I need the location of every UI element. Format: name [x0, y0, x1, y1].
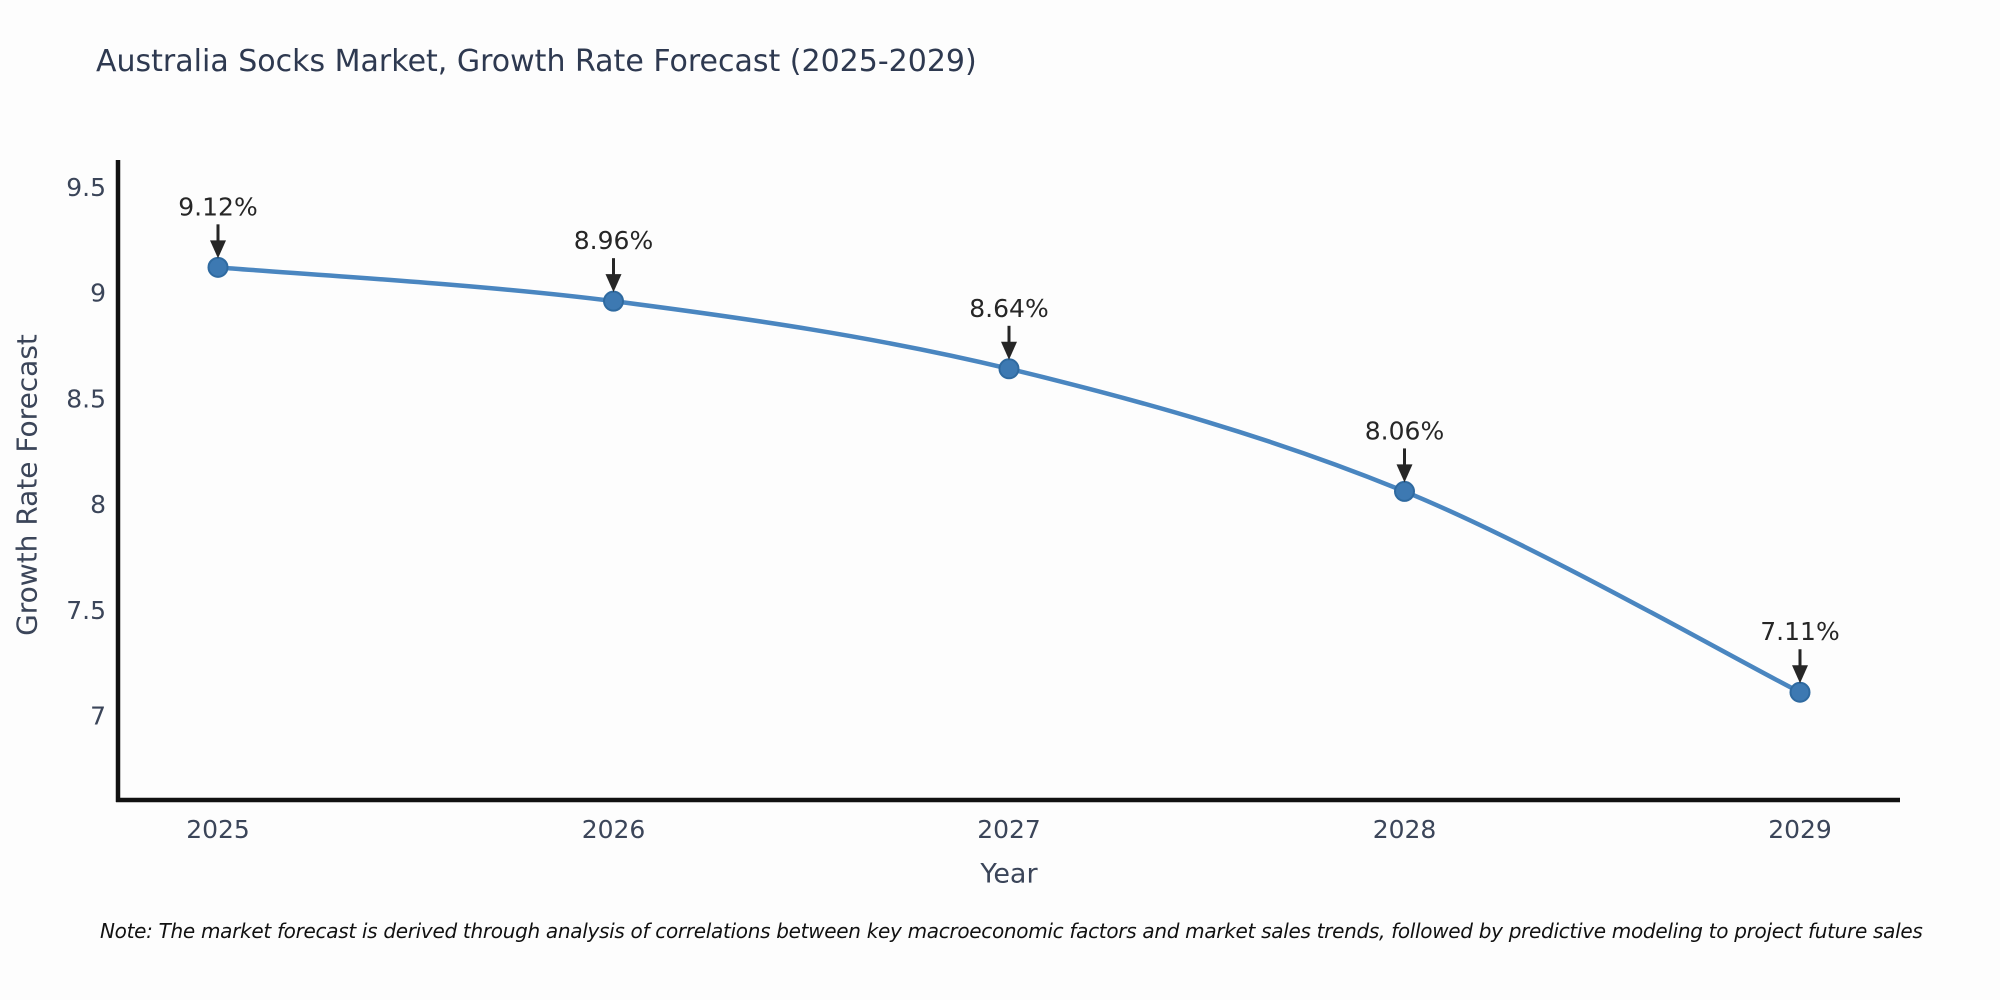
y-tick-label: 7.5	[66, 596, 106, 625]
y-tick-label: 8	[90, 490, 106, 519]
data-point-2028	[1394, 480, 1415, 502]
data-point-2025	[207, 256, 229, 278]
x-tick-label: 2029	[1768, 815, 1832, 844]
data-point-label: 9.12%	[178, 192, 257, 221]
annotation-arrowhead-icon	[1396, 464, 1413, 483]
data-point-label: 8.96%	[574, 226, 653, 255]
footnote: Note: The market forecast is derived thr…	[100, 919, 1923, 943]
y-axis-label: Growth Rate Forecast	[10, 334, 44, 636]
y-tick-label: 9	[90, 279, 106, 308]
x-tick-label: 2028	[1373, 815, 1437, 844]
y-tick-label: 8.5	[66, 384, 106, 413]
annotation-arrowhead-icon	[1792, 665, 1808, 684]
data-point-2026	[603, 290, 624, 312]
data-point-2027	[998, 358, 1020, 380]
data-point-label: 7.11%	[1760, 617, 1839, 646]
annotation-arrowhead-icon	[210, 240, 226, 259]
data-point-label: 8.06%	[1365, 416, 1444, 445]
data-point-2029	[1789, 681, 1811, 703]
y-tick-label: 7	[90, 702, 106, 731]
x-tick-label: 2026	[582, 815, 646, 844]
x-tick-label: 2027	[977, 815, 1041, 844]
chart-title: Australia Socks Market, Growth Rate Fore…	[96, 44, 977, 79]
annotation-arrowhead-icon	[605, 274, 622, 293]
annotation-arrowhead-icon	[1001, 341, 1017, 360]
x-tick-label: 2025	[186, 815, 250, 844]
data-point-label: 8.64%	[969, 294, 1048, 323]
x-axis-label: Year	[980, 858, 1038, 890]
y-tick-label: 9.5	[66, 173, 106, 202]
